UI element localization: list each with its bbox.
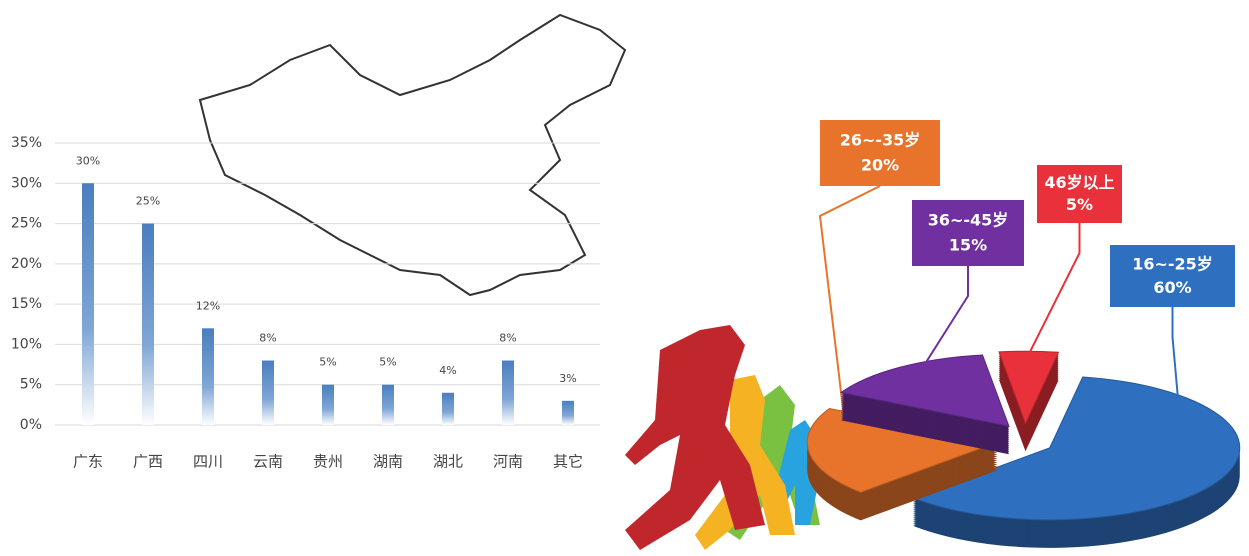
pie-value-label: 15% xyxy=(949,236,987,255)
label-box xyxy=(1110,245,1235,307)
y-tick-label: 25% xyxy=(11,216,42,232)
pie-value-label: 5% xyxy=(1066,195,1093,214)
y-tick-label: 15% xyxy=(11,296,42,312)
bar xyxy=(502,360,514,425)
y-tick-label: 0% xyxy=(20,417,42,433)
label-box xyxy=(912,200,1024,266)
value-label: 12% xyxy=(196,299,220,312)
x-tick-label: 广东 xyxy=(73,453,103,471)
pie-value-label: 60% xyxy=(1153,278,1191,297)
x-tick-label: 河南 xyxy=(493,453,523,471)
leader-line xyxy=(920,266,969,370)
leader-line xyxy=(1027,223,1081,357)
bar xyxy=(142,223,154,425)
value-label: 3% xyxy=(559,372,576,385)
pie-slice xyxy=(911,376,1241,521)
value-label: 5% xyxy=(379,356,396,369)
bar xyxy=(322,384,334,425)
bar xyxy=(442,392,454,425)
x-tick-label: 广西 xyxy=(133,453,163,471)
pie-category-label: 36~-45岁 xyxy=(928,211,1009,230)
china-map-outline xyxy=(198,13,627,297)
y-tick-label: 30% xyxy=(11,175,42,191)
runners-illustration xyxy=(625,325,820,550)
label-box xyxy=(820,120,940,186)
value-label: 8% xyxy=(259,332,276,345)
x-tick-label: 湖北 xyxy=(433,453,463,471)
value-label: 8% xyxy=(499,332,516,345)
bar xyxy=(262,360,274,425)
x-tick-label: 其它 xyxy=(553,453,583,471)
bar xyxy=(382,384,394,425)
bar xyxy=(202,328,214,425)
value-label: 4% xyxy=(439,364,456,377)
pie-category-label: 16~-25岁 xyxy=(1132,254,1213,273)
value-label: 30% xyxy=(76,154,100,167)
pie-slice xyxy=(839,354,1010,427)
x-tick-label: 湖南 xyxy=(373,453,403,471)
leader-line xyxy=(1171,307,1185,466)
label-box xyxy=(1037,165,1122,223)
bar xyxy=(82,183,94,425)
y-tick-label: 35% xyxy=(11,135,42,151)
bar xyxy=(562,400,574,425)
x-tick-label: 云南 xyxy=(253,453,283,471)
y-tick-label: 5% xyxy=(20,377,42,393)
value-label: 25% xyxy=(136,195,160,208)
pie-value-label: 20% xyxy=(861,156,899,175)
value-label: 5% xyxy=(319,356,336,369)
leader-line xyxy=(818,185,881,441)
x-tick-label: 四川 xyxy=(193,453,223,471)
x-tick-label: 贵州 xyxy=(313,453,343,471)
pie-slice xyxy=(998,350,1060,425)
pie-category-label: 46岁以上 xyxy=(1044,173,1114,192)
y-tick-label: 20% xyxy=(11,256,42,272)
pie-category-label: 26~-35岁 xyxy=(840,131,921,150)
pie-slice xyxy=(806,408,1000,493)
y-tick-label: 10% xyxy=(11,336,42,352)
